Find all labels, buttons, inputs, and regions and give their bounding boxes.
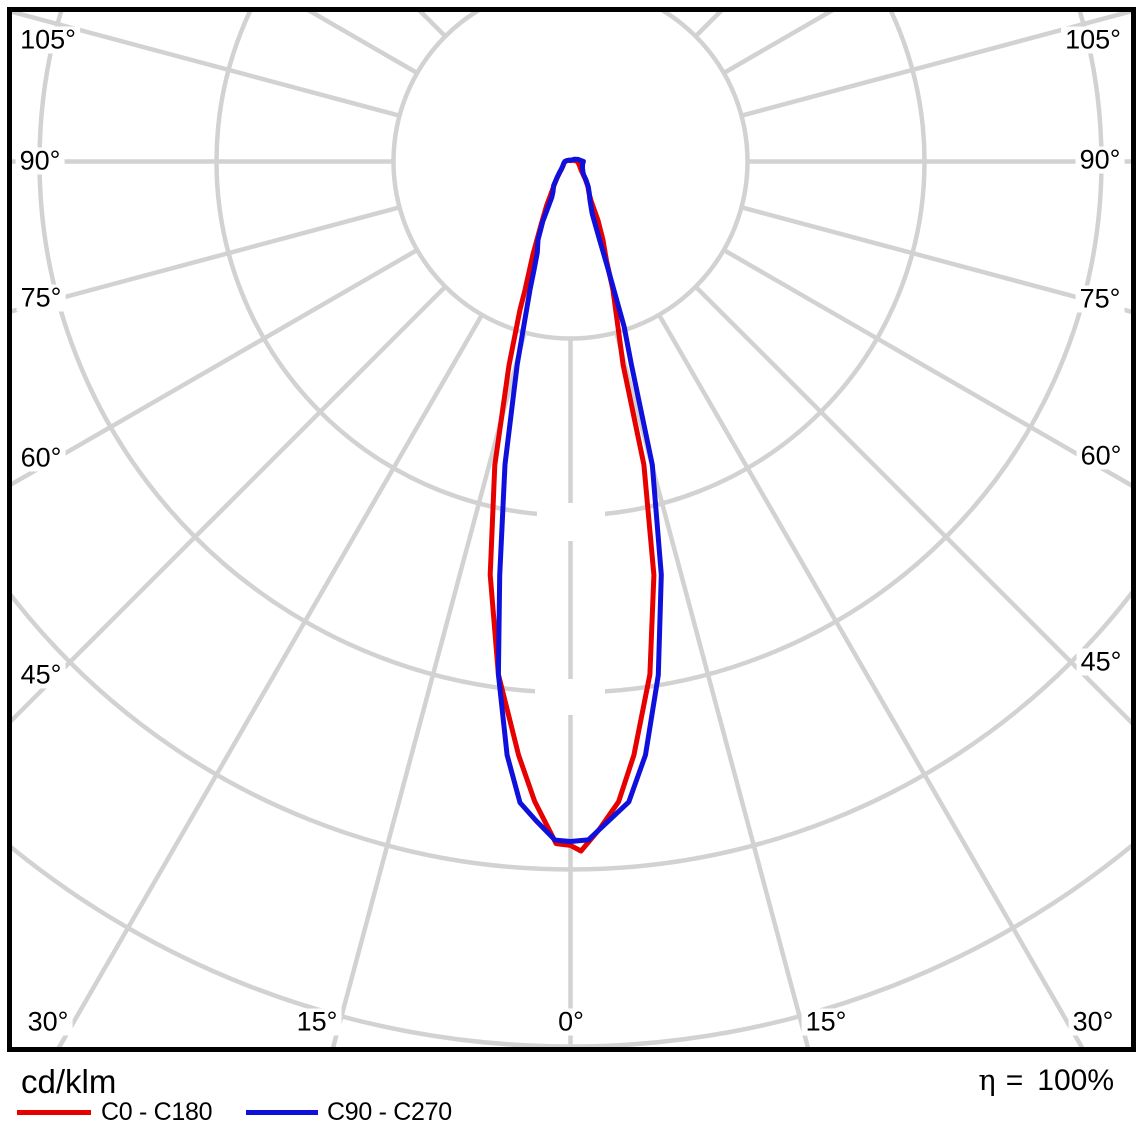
legend-line-c90-c270: [246, 1110, 318, 1115]
legend-label-c90-c270: C90 - C270: [327, 1098, 452, 1126]
tick-right-60deg: 60°: [1076, 442, 1126, 470]
eta-value: 100%: [1037, 1064, 1114, 1097]
tick-left-75deg: 75°: [16, 284, 66, 312]
curve-c90-c270: [495, 156, 664, 844]
grid-spoke-45-left: [12, 285, 447, 724]
tick-bottom-15deg: 15°: [292, 1008, 342, 1036]
grid-spoke-15-right: [614, 331, 811, 1047]
legend-line-c0-c180: [17, 1110, 91, 1115]
grid-ring-1: [391, 12, 750, 341]
tick-left-60deg: 60°: [16, 444, 66, 472]
eta-symbol: η: [978, 1063, 996, 1097]
tick-right-90deg: 90°: [1075, 146, 1125, 174]
tick-bottom-0deg: 0°: [554, 1008, 588, 1036]
legend: C0 - C180 C90 - C270: [0, 1098, 1143, 1128]
tick-bottom-30deg: 30°: [1068, 1008, 1118, 1036]
grid-spoke-75-left: [12, 205, 401, 314]
chart-frame: [7, 7, 1136, 1052]
eta-equals: =: [1005, 1064, 1024, 1097]
ring-value-box-1: [537, 503, 605, 541]
tick-left-105deg: 105°: [16, 26, 80, 54]
tick-bottom-15deg: 15°: [801, 1008, 851, 1036]
grid-spoke-15-left: [330, 331, 527, 1047]
grid-spoke-30-left: [56, 313, 484, 1047]
tick-right-45deg: 45°: [1076, 648, 1126, 676]
grid-spoke-60-left: [12, 248, 419, 487]
grid-spoke-45-right: [694, 285, 1131, 726]
tick-left-90deg: 90°: [15, 147, 65, 175]
grid-spoke-105-left: [12, 12, 401, 118]
ring-value-box-2: [535, 679, 605, 715]
light-output-ratio: η = 100%: [978, 1064, 1114, 1097]
grid-spoke-105-right: [740, 12, 1131, 118]
tick-bottom-30deg: 30°: [23, 1008, 73, 1036]
grid-spoke-75-right: [740, 205, 1131, 315]
tick-right-105deg: 105°: [1061, 26, 1125, 54]
grid-spoke-60-right: [722, 248, 1131, 488]
grid-spoke-30-right: [657, 313, 1085, 1047]
radial-unit-label: cd/klm: [21, 1063, 117, 1100]
tick-left-45deg: 45°: [16, 661, 66, 689]
tick-right-75deg: 75°: [1075, 285, 1125, 313]
legend-label-c0-c180: C0 - C180: [101, 1098, 213, 1126]
